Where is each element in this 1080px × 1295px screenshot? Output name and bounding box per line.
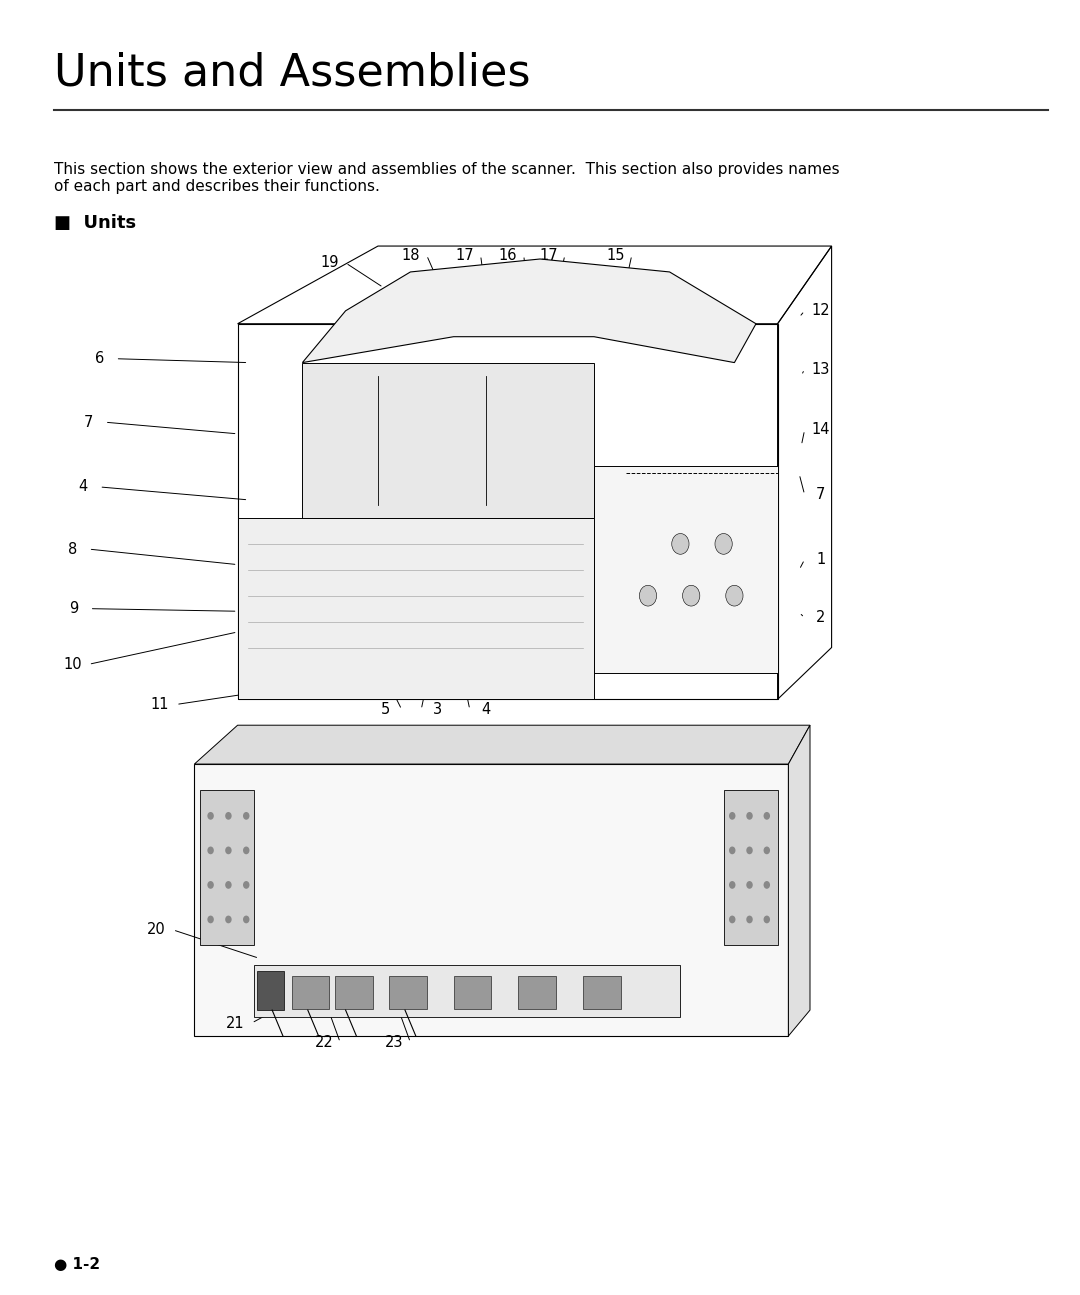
Circle shape bbox=[243, 847, 249, 855]
FancyBboxPatch shape bbox=[454, 976, 491, 1009]
Circle shape bbox=[746, 847, 753, 855]
Circle shape bbox=[746, 881, 753, 888]
Polygon shape bbox=[194, 725, 810, 764]
Polygon shape bbox=[194, 764, 788, 1036]
Text: 14: 14 bbox=[811, 422, 831, 438]
Circle shape bbox=[207, 847, 214, 855]
Text: This section shows the exterior view and assemblies of the scanner.  This sectio: This section shows the exterior view and… bbox=[54, 162, 839, 194]
Text: Units and Assemblies: Units and Assemblies bbox=[54, 52, 530, 95]
Circle shape bbox=[207, 812, 214, 820]
Circle shape bbox=[672, 534, 689, 554]
Circle shape bbox=[226, 847, 232, 855]
Text: 5: 5 bbox=[381, 702, 390, 717]
Text: 10: 10 bbox=[63, 657, 82, 672]
Circle shape bbox=[729, 916, 735, 923]
Text: 17: 17 bbox=[539, 247, 558, 263]
Circle shape bbox=[226, 881, 232, 888]
Circle shape bbox=[729, 881, 735, 888]
Circle shape bbox=[715, 534, 732, 554]
Text: 7: 7 bbox=[816, 487, 825, 502]
Circle shape bbox=[226, 916, 232, 923]
Circle shape bbox=[764, 847, 770, 855]
Text: 1: 1 bbox=[816, 552, 825, 567]
Text: 23: 23 bbox=[384, 1035, 404, 1050]
Text: 11: 11 bbox=[150, 697, 170, 712]
Circle shape bbox=[243, 916, 249, 923]
Polygon shape bbox=[254, 965, 680, 1017]
Circle shape bbox=[207, 881, 214, 888]
FancyBboxPatch shape bbox=[518, 976, 556, 1009]
Text: 4: 4 bbox=[482, 702, 490, 717]
Polygon shape bbox=[302, 363, 594, 518]
Text: 7: 7 bbox=[84, 414, 93, 430]
Polygon shape bbox=[238, 518, 594, 699]
Circle shape bbox=[764, 916, 770, 923]
Circle shape bbox=[726, 585, 743, 606]
FancyBboxPatch shape bbox=[724, 790, 778, 945]
Text: ■  Units: ■ Units bbox=[54, 214, 136, 232]
FancyBboxPatch shape bbox=[200, 790, 254, 945]
Text: 22: 22 bbox=[314, 1035, 334, 1050]
Circle shape bbox=[746, 916, 753, 923]
Text: 15: 15 bbox=[606, 247, 625, 263]
Circle shape bbox=[764, 812, 770, 820]
Text: 6: 6 bbox=[95, 351, 104, 366]
Circle shape bbox=[243, 812, 249, 820]
Text: ● 1-2: ● 1-2 bbox=[54, 1256, 100, 1272]
Circle shape bbox=[683, 585, 700, 606]
Circle shape bbox=[729, 847, 735, 855]
FancyBboxPatch shape bbox=[583, 976, 621, 1009]
Text: 2: 2 bbox=[816, 610, 825, 625]
FancyBboxPatch shape bbox=[389, 976, 427, 1009]
Circle shape bbox=[207, 916, 214, 923]
Text: 16: 16 bbox=[498, 247, 517, 263]
Circle shape bbox=[764, 881, 770, 888]
Text: 12: 12 bbox=[811, 303, 831, 319]
Text: 13: 13 bbox=[811, 361, 831, 377]
Polygon shape bbox=[302, 259, 756, 363]
Text: 20: 20 bbox=[147, 922, 166, 938]
Text: 21: 21 bbox=[226, 1015, 245, 1031]
Circle shape bbox=[226, 812, 232, 820]
Text: 4: 4 bbox=[79, 479, 87, 495]
Polygon shape bbox=[594, 466, 778, 673]
Polygon shape bbox=[788, 725, 810, 1036]
FancyBboxPatch shape bbox=[257, 971, 284, 1010]
Text: 17: 17 bbox=[455, 247, 474, 263]
Text: 3: 3 bbox=[433, 702, 442, 717]
Text: 8: 8 bbox=[68, 541, 77, 557]
Text: 18: 18 bbox=[401, 247, 420, 263]
Circle shape bbox=[639, 585, 657, 606]
FancyBboxPatch shape bbox=[335, 976, 373, 1009]
Circle shape bbox=[746, 812, 753, 820]
Text: 9: 9 bbox=[69, 601, 78, 616]
Circle shape bbox=[243, 881, 249, 888]
Circle shape bbox=[729, 812, 735, 820]
Text: 19: 19 bbox=[320, 255, 339, 271]
FancyBboxPatch shape bbox=[292, 976, 329, 1009]
